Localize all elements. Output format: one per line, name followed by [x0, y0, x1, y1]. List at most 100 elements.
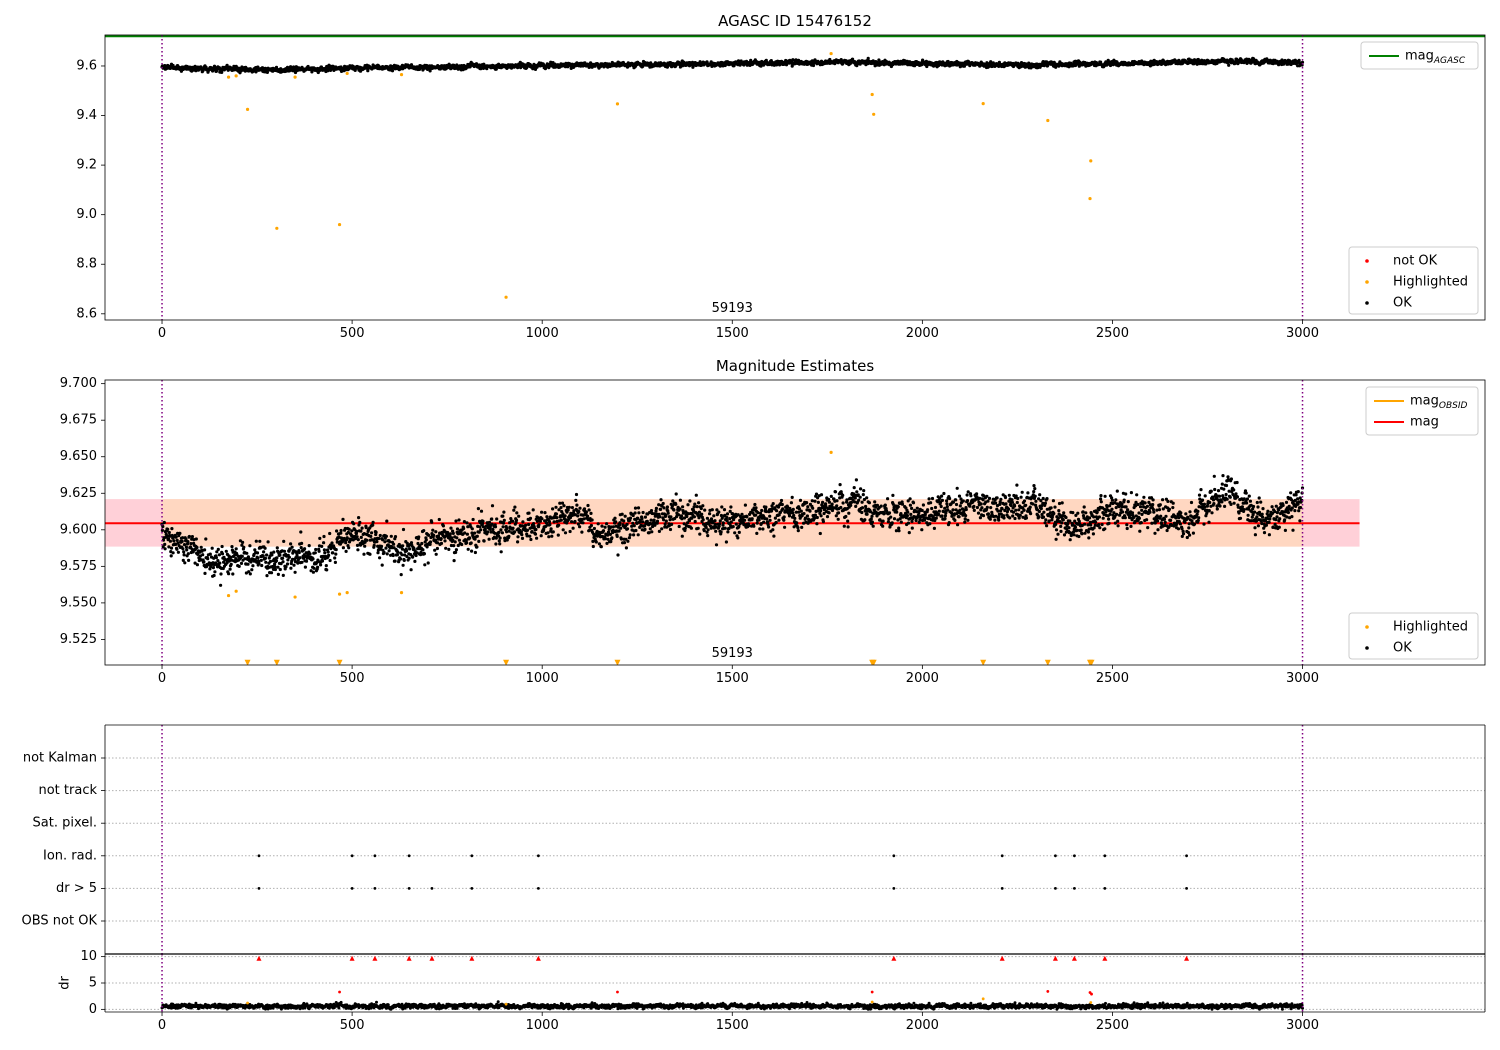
data-point	[886, 497, 890, 501]
data-point	[273, 565, 277, 569]
data-point	[476, 507, 480, 511]
data-point	[754, 513, 758, 517]
data-point	[175, 547, 179, 551]
data-point	[250, 568, 254, 572]
highlight-point	[399, 73, 404, 77]
data-point	[830, 508, 835, 513]
data-point	[335, 540, 339, 544]
data-point	[219, 583, 223, 587]
data-point	[301, 556, 306, 560]
data-point	[455, 527, 460, 531]
data-point	[320, 544, 324, 549]
data-point	[736, 536, 740, 540]
data-point	[371, 523, 375, 527]
data-point	[655, 519, 660, 523]
data-point	[341, 546, 345, 550]
data-point	[680, 534, 684, 538]
data-point	[782, 515, 786, 519]
data-point	[743, 503, 748, 507]
data-point	[759, 511, 763, 515]
data-point	[385, 519, 389, 523]
data-point	[664, 519, 668, 523]
data-point	[409, 568, 413, 572]
data-point	[186, 540, 190, 544]
data-point	[668, 527, 673, 532]
data-point	[531, 508, 535, 512]
data-point	[316, 565, 320, 569]
data-point	[452, 544, 456, 548]
data-point	[636, 516, 640, 520]
data-point	[854, 478, 859, 482]
data-point	[463, 531, 467, 535]
data-point	[251, 564, 255, 568]
data-point	[628, 533, 632, 537]
data-point	[855, 490, 859, 494]
data-point	[789, 501, 794, 505]
data-point	[535, 536, 539, 540]
data-point	[364, 526, 368, 530]
data-point	[674, 492, 678, 496]
data-point	[356, 538, 360, 542]
data-point	[313, 551, 317, 555]
data-point	[359, 529, 363, 533]
data-point	[860, 506, 865, 510]
data-point	[632, 533, 636, 537]
data-point	[794, 510, 799, 514]
data-point	[858, 495, 862, 499]
data-point	[255, 551, 260, 555]
data-point	[377, 536, 381, 541]
data-point	[357, 523, 361, 527]
data-point	[659, 498, 663, 502]
data-point	[347, 546, 351, 550]
data-point	[754, 506, 758, 510]
data-point	[615, 534, 619, 539]
data-point	[380, 563, 384, 567]
data-point	[881, 519, 885, 523]
data-point	[636, 533, 640, 537]
data-point	[859, 487, 863, 491]
data-point	[797, 507, 802, 511]
data-point	[692, 505, 696, 509]
data-point	[276, 565, 280, 569]
data-point	[422, 529, 426, 533]
data-point	[439, 541, 444, 546]
data-point	[450, 536, 454, 540]
data-point	[424, 538, 428, 542]
data-point	[509, 517, 513, 521]
data-point	[627, 536, 632, 540]
data-point	[688, 499, 692, 503]
data-point	[174, 535, 178, 539]
data-point	[713, 522, 717, 526]
data-point	[695, 505, 699, 509]
data-point	[290, 545, 294, 549]
data-point	[481, 519, 485, 523]
data-point	[737, 530, 741, 535]
data-point	[328, 531, 332, 536]
data-point	[304, 559, 309, 563]
data-point	[428, 540, 433, 544]
data-point	[347, 527, 351, 531]
data-point	[654, 509, 658, 513]
data-point	[339, 528, 343, 533]
data-point	[839, 505, 843, 510]
data-point	[333, 556, 337, 560]
data-point	[308, 552, 312, 556]
data-point	[562, 504, 566, 508]
data-point	[486, 530, 490, 534]
data-point	[285, 562, 290, 566]
y-tick-label: 9.0	[76, 207, 97, 222]
data-point	[734, 522, 738, 526]
data-point	[321, 554, 325, 559]
data-point	[288, 547, 292, 551]
data-point	[666, 511, 670, 515]
data-point	[799, 509, 803, 513]
highlight-point	[293, 75, 297, 79]
data-point	[247, 570, 251, 574]
data-point	[166, 537, 171, 541]
data-point	[513, 530, 517, 534]
data-point	[821, 500, 825, 504]
data-point	[370, 531, 374, 535]
data-point	[428, 542, 432, 547]
data-point	[779, 498, 784, 503]
data-point	[760, 508, 764, 513]
